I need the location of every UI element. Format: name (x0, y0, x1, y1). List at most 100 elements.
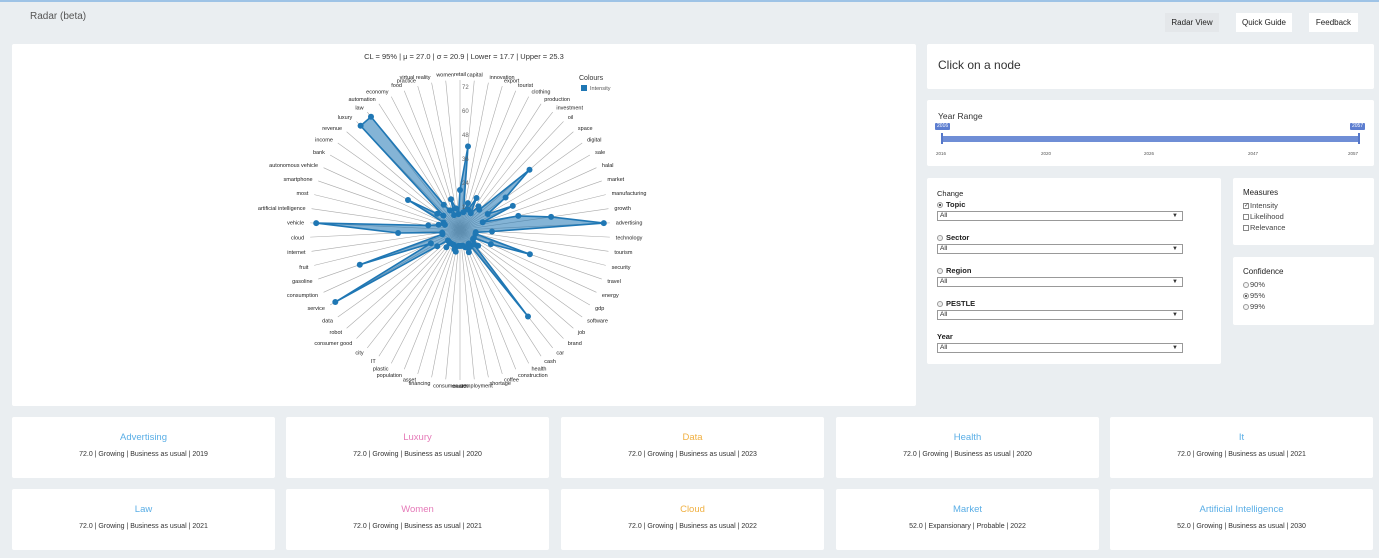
topic-select[interactable]: All ▼ (937, 211, 1183, 221)
category-label: market (607, 177, 624, 183)
category-label: oil (568, 115, 574, 121)
relevance-checkbox[interactable] (1243, 224, 1249, 231)
category-label: IT (371, 359, 377, 365)
axis-line (417, 229, 461, 375)
axis-line (390, 229, 461, 364)
summary-card[interactable]: It 72.0 | Growing | Business as usual | … (1110, 417, 1373, 478)
topic-select-value: All (940, 212, 948, 219)
axis-line (311, 229, 461, 252)
category-label: population (377, 373, 402, 379)
confidence-option-label: 95% (1250, 291, 1266, 300)
card-subtitle: 72.0 | Growing | Business as usual | 202… (79, 523, 208, 530)
category-label: practice (397, 78, 416, 84)
region-select[interactable]: All ▼ (937, 277, 1183, 287)
quick-guide-button[interactable]: Quick Guide (1236, 13, 1292, 32)
confidence-90-radio[interactable] (1243, 281, 1249, 288)
pestle-radio[interactable] (937, 300, 943, 307)
card-subtitle: 72.0 | Growing | Business as usual | 202… (903, 451, 1032, 458)
year-range-track[interactable] (942, 136, 1359, 142)
pestle-filter-label[interactable]: PESTLE (937, 299, 975, 308)
confidence-option-90[interactable]: 90% (1243, 280, 1265, 289)
measure-option-label: Likelihood (1250, 212, 1284, 221)
axis-line (403, 90, 461, 231)
category-label: investment (556, 105, 583, 111)
measure-option-label: Relevance (1250, 223, 1286, 232)
card-title: Cloud (680, 504, 705, 515)
intensity-checkbox[interactable]: ✓ (1243, 202, 1250, 209)
data-point (357, 122, 364, 129)
data-point (515, 212, 522, 219)
legend-label: Intensity (590, 86, 611, 92)
year-range-start-handle[interactable] (941, 133, 943, 144)
measure-option-relevance[interactable]: Relevance (1243, 223, 1285, 232)
sector-radio[interactable] (937, 234, 943, 241)
node-info-text: Click on a node (938, 58, 1021, 72)
ring-label: 48 (462, 133, 469, 139)
data-point (509, 202, 516, 209)
category-label: travel (607, 279, 620, 285)
category-label: digital (587, 138, 601, 144)
axis-line (459, 229, 489, 378)
top-accent-line (0, 0, 1379, 2)
category-label: vehicle (287, 221, 304, 227)
data-point (313, 220, 320, 227)
feedback-button[interactable]: Feedback (1309, 13, 1358, 32)
sector-select[interactable]: All ▼ (937, 244, 1183, 254)
summary-card[interactable]: Luxury 72.0 | Growing | Business as usua… (286, 417, 549, 478)
year-range-end-flag: 2057 (1350, 123, 1366, 130)
legend-swatch (581, 85, 587, 91)
category-label: export (504, 78, 520, 84)
measure-option-intensity[interactable]: ✓ Intensity (1243, 201, 1278, 210)
category-label: clothing (532, 89, 551, 95)
confidence-95-radio[interactable] (1243, 292, 1249, 299)
category-label: most (296, 191, 308, 197)
confidence-option-95[interactable]: 95% (1243, 291, 1265, 300)
confidence-option-99[interactable]: 99% (1243, 302, 1265, 311)
category-label: space (578, 126, 593, 132)
summary-card[interactable]: Women 72.0 | Growing | Business as usual… (286, 489, 549, 550)
change-title: Change (937, 189, 964, 198)
data-point (452, 205, 459, 212)
topic-filter-label[interactable]: Topic (937, 200, 965, 209)
card-title: Market (952, 504, 983, 515)
summary-card[interactable]: Law 72.0 | Growing | Business as usual |… (12, 489, 275, 550)
region-radio[interactable] (937, 267, 943, 274)
likelihood-checkbox[interactable] (1243, 213, 1249, 220)
category-label: city (355, 351, 364, 357)
card-title: It (1238, 432, 1245, 443)
summary-card[interactable]: Market 52.0 | Expansionary | Probable | … (836, 489, 1099, 550)
year-tick: 2057 (1348, 151, 1359, 156)
category-label: robot (330, 330, 343, 336)
data-point (427, 240, 434, 247)
summary-card[interactable]: Artificial Intelligence 52.0 | Growing |… (1110, 489, 1373, 550)
data-point (467, 210, 474, 217)
data-point (443, 244, 450, 251)
summary-card[interactable]: Advertising 72.0 | Growing | Business as… (12, 417, 275, 478)
data-point (526, 251, 533, 258)
data-point (425, 222, 432, 229)
chevron-down-icon: ▼ (1172, 345, 1178, 351)
radar-view-button[interactable]: Radar View (1165, 13, 1219, 32)
pestle-select[interactable]: All ▼ (937, 310, 1183, 320)
sector-label-text: Sector (946, 233, 970, 242)
data-point (440, 212, 447, 219)
data-point (460, 209, 467, 216)
category-label: women (435, 73, 454, 79)
data-point (489, 228, 495, 235)
confidence-99-radio[interactable] (1243, 303, 1249, 310)
category-label: capital (467, 73, 483, 79)
summary-card[interactable]: Health 72.0 | Growing | Business as usua… (836, 417, 1099, 478)
year-select[interactable]: All ▼ (937, 343, 1183, 353)
region-filter-label[interactable]: Region (937, 266, 971, 275)
category-label: autonomous vehicle (269, 163, 318, 169)
topic-radio[interactable] (937, 201, 943, 208)
category-label: bank (313, 150, 325, 156)
summary-card[interactable]: Data 72.0 | Growing | Business as usual … (561, 417, 824, 478)
chevron-down-icon: ▼ (1172, 246, 1178, 252)
measure-option-likelihood[interactable]: Likelihood (1243, 212, 1284, 221)
year-range-end-handle[interactable] (1358, 133, 1360, 144)
category-label: halal (602, 163, 614, 169)
summary-card[interactable]: Cloud 72.0 | Growing | Business as usual… (561, 489, 824, 550)
data-point (470, 236, 476, 243)
sector-filter-label[interactable]: Sector (937, 233, 969, 242)
